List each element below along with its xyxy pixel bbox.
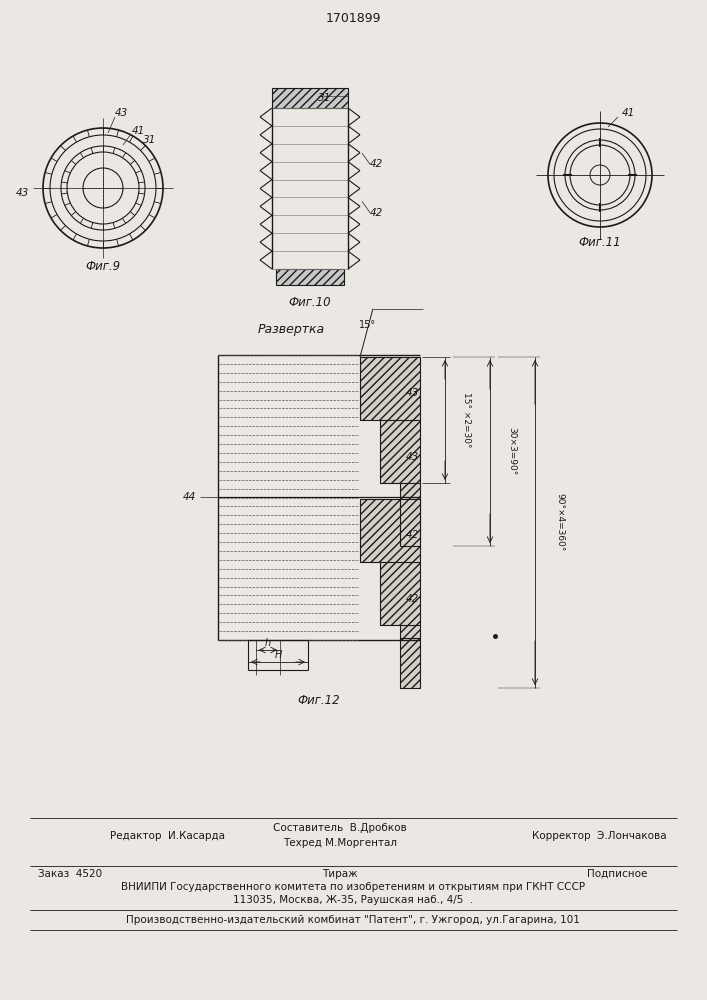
Text: 41: 41 <box>132 126 145 136</box>
Text: 30×3=90°: 30×3=90° <box>508 427 517 476</box>
Text: 90°×4=360°: 90°×4=360° <box>556 493 564 552</box>
Polygon shape <box>276 269 344 285</box>
Polygon shape <box>380 562 420 625</box>
Text: Фиг.9: Фиг.9 <box>86 259 121 272</box>
Text: 44: 44 <box>182 492 196 502</box>
Text: Производственно-издательский комбинат "Патент", г. Ужгород, ул.Гагарина, 101: Производственно-издательский комбинат "П… <box>126 915 580 925</box>
Text: 43: 43 <box>16 188 29 198</box>
Text: h: h <box>265 638 271 648</box>
Polygon shape <box>400 625 420 688</box>
Text: Подписное: Подписное <box>587 869 647 879</box>
Text: 15°: 15° <box>359 320 377 330</box>
Polygon shape <box>400 483 420 546</box>
Text: 43: 43 <box>115 108 128 118</box>
Text: 43: 43 <box>405 452 419 462</box>
Polygon shape <box>380 420 420 483</box>
Text: 15° ×2=30°: 15° ×2=30° <box>462 392 472 448</box>
Text: Заказ  4520: Заказ 4520 <box>38 869 102 879</box>
Text: ВНИИПИ Государственного комитета по изобретениям и открытиям при ГКНТ СССР: ВНИИПИ Государственного комитета по изоб… <box>121 882 585 892</box>
Text: 42: 42 <box>405 593 419 603</box>
Polygon shape <box>272 88 348 108</box>
Text: 42: 42 <box>369 208 382 218</box>
Text: 1701899: 1701899 <box>325 11 381 24</box>
Text: 113035, Москва, Ж-35, Раушская наб., 4/5  .: 113035, Москва, Ж-35, Раушская наб., 4/5… <box>233 895 473 905</box>
Text: Фиг.11: Фиг.11 <box>579 236 621 249</box>
Text: Редактор  И.Касарда: Редактор И.Касарда <box>110 831 225 841</box>
Text: Составитель  В.Дробков: Составитель В.Дробков <box>273 823 407 833</box>
Text: 31: 31 <box>144 135 157 145</box>
Polygon shape <box>360 357 420 420</box>
Text: 42: 42 <box>405 530 419 540</box>
Text: Развертка: Развертка <box>258 324 325 336</box>
Text: 31: 31 <box>318 93 332 103</box>
Text: Фиг.10: Фиг.10 <box>288 296 332 310</box>
Text: 42: 42 <box>369 159 382 169</box>
Text: Корректор  Э.Лончакова: Корректор Э.Лончакова <box>532 831 667 841</box>
Polygon shape <box>360 499 420 562</box>
Text: 41: 41 <box>621 108 635 118</box>
Text: 43: 43 <box>405 388 419 398</box>
Text: Тираж: Тираж <box>322 869 358 879</box>
Text: Фиг.12: Фиг.12 <box>298 694 340 706</box>
Text: H: H <box>274 650 281 660</box>
Text: Техред М.Моргентал: Техред М.Моргентал <box>283 838 397 848</box>
